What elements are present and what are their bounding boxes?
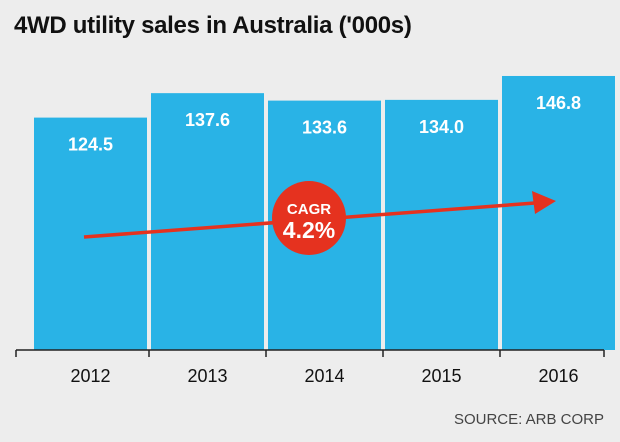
bar-2015	[385, 99, 498, 350]
bar-labels-group: 124.5 137.6 133.6 134.0 146.8	[68, 93, 581, 155]
bar-2013	[151, 93, 264, 350]
bar-value-label-2013: 137.6	[185, 110, 230, 130]
cagr-label: CAGR	[287, 201, 331, 218]
x-ticks-group	[15, 350, 605, 357]
bar-value-label-2016: 146.8	[536, 93, 581, 113]
x-tick-label-2015: 2015	[421, 366, 461, 386]
bar-value-label-2012: 124.5	[68, 135, 113, 155]
x-tick-label-2013: 2013	[187, 366, 227, 386]
cagr-circle	[272, 181, 346, 255]
bar-value-label-2015: 134.0	[419, 117, 464, 137]
trend-arrowhead	[532, 191, 556, 214]
chart-title: 4WD utility sales in Australia ('000s)	[14, 12, 412, 39]
x-tick-label-2014: 2014	[304, 366, 344, 386]
cagr-badge: CAGR 4.2%	[272, 181, 346, 255]
bar-2016	[502, 75, 615, 351]
x-tick-label-2016: 2016	[538, 366, 578, 386]
x-tick-label-2012: 2012	[70, 366, 110, 386]
cagr-value: 4.2%	[283, 217, 335, 243]
bar-value-label-2014: 133.6	[302, 118, 347, 138]
source-note: SOURCE: ARB CORP	[453, 411, 604, 428]
bars-group	[34, 75, 615, 351]
x-tick-labels-group: 2012 2013 2014 2015 2016	[70, 366, 578, 386]
